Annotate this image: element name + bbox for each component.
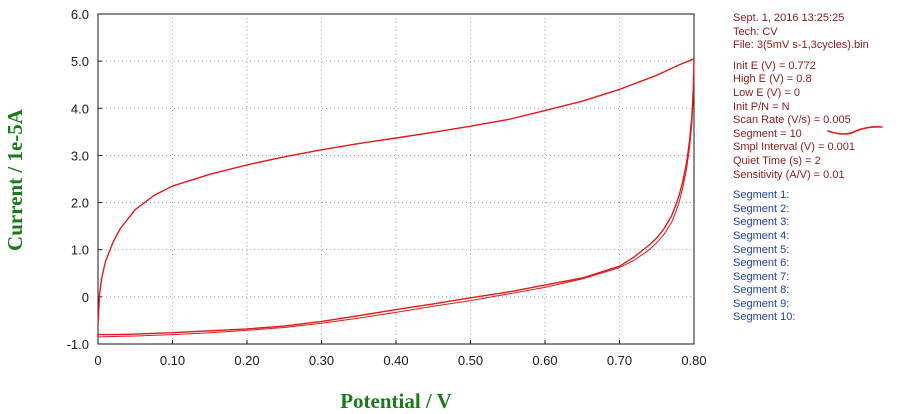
param-init-e: Init E (V) = 0.772 bbox=[733, 59, 816, 72]
series-layer bbox=[97, 58, 695, 338]
param-segment: Segment = 10 bbox=[733, 127, 802, 140]
segment-2: Segment 2: bbox=[733, 202, 790, 215]
segment-3: Segment 3: bbox=[733, 216, 790, 229]
param-quiet-time: Quiet Time (s) = 2 bbox=[733, 154, 821, 167]
cv-trace-1 bbox=[97, 58, 695, 326]
y-tick-label: 6.0 bbox=[71, 7, 89, 22]
cv-trace-2 bbox=[98, 58, 695, 336]
param-smpl-interval: Smpl Interval (V) = 0.001 bbox=[733, 141, 855, 154]
cv-chart: 0 0.10 0.20 0.30 0.40 0.50 0.60 0.70 0.80 -1.0 0 1.… bbox=[3, 7, 707, 413]
info-tech: Tech: CV bbox=[733, 25, 778, 38]
segment-6: Segment 6: bbox=[733, 257, 790, 270]
param-init-pn: Init P/N = N bbox=[733, 100, 790, 113]
cv-trace-3 bbox=[97, 65, 695, 338]
segment-10: Segment 10: bbox=[733, 311, 796, 324]
plot-area bbox=[97, 13, 695, 345]
grid bbox=[97, 13, 695, 345]
x-tick-label: 0.30 bbox=[309, 353, 334, 368]
param-low-e: Low E (V) = 0 bbox=[733, 86, 800, 99]
y-tick-label: 2.0 bbox=[71, 196, 89, 211]
x-tick-label: 0.10 bbox=[160, 353, 185, 368]
x-tick-label: 0.40 bbox=[383, 353, 408, 368]
segment-5: Segment 5: bbox=[733, 243, 790, 256]
segment-7: Segment 7: bbox=[733, 270, 790, 283]
x-axis-title: Potential / V bbox=[340, 389, 452, 413]
x-tick-label: 0.60 bbox=[532, 353, 557, 368]
x-tick-label: 0.50 bbox=[458, 353, 483, 368]
y-tick-label: 4.0 bbox=[71, 101, 89, 116]
param-scan-rate: Scan Rate (V/s) = 0.005 bbox=[733, 114, 851, 127]
segment-1: Segment 1: bbox=[733, 189, 790, 202]
x-tick-label: 0.80 bbox=[681, 353, 706, 368]
param-sensitivity: Sensitivity (A/V) = 0.01 bbox=[733, 168, 845, 181]
y-axis-title: Current / 1e-5A bbox=[3, 108, 27, 251]
tick-labels: 0 0.10 0.20 0.30 0.40 0.50 0.60 0.70 0.80 -1.0 0 1.… bbox=[67, 7, 707, 368]
param-high-e: High E (V) = 0.8 bbox=[733, 73, 812, 86]
x-tick-label: 0.20 bbox=[234, 353, 259, 368]
x-tick-label: 0.70 bbox=[607, 353, 632, 368]
info-date: Sept. 1, 2016 13:25:25 bbox=[733, 12, 845, 24]
x-tick-label: 0 bbox=[94, 353, 101, 368]
segment-4: Segment 4: bbox=[733, 229, 790, 242]
info-file: File: 3(5mV s-1,3cycles).bin bbox=[733, 39, 869, 52]
y-tick-label: 3.0 bbox=[71, 148, 89, 163]
y-tick-label: 0 bbox=[82, 290, 89, 305]
segment-8: Segment 8: bbox=[733, 284, 790, 297]
y-tick-label: -1.0 bbox=[67, 337, 89, 352]
segment-9: Segment 9: bbox=[733, 297, 790, 310]
y-tick-label: 1.0 bbox=[71, 243, 89, 258]
experiment-info-panel: Sept. 1, 2016 13:25:25 Tech: CV File: 3(… bbox=[733, 12, 898, 325]
y-tick-label: 5.0 bbox=[71, 54, 89, 69]
